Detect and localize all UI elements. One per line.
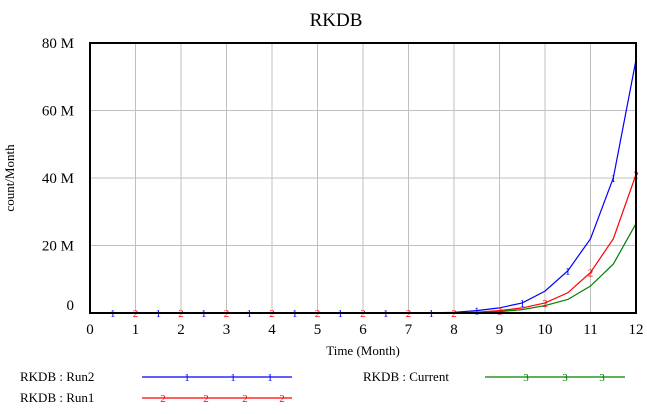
legend-label: RKDB : Current xyxy=(363,369,449,384)
x-tick-label: 2 xyxy=(177,322,185,338)
legend-marker: 2 xyxy=(279,393,285,405)
legend-marker: 1 xyxy=(184,372,190,384)
legend-marker: 3 xyxy=(562,372,568,384)
legend-marker: 2 xyxy=(242,393,248,405)
legend-marker: 1 xyxy=(230,372,236,384)
x-tick-label: 3 xyxy=(223,322,231,338)
legend-marker: 1 xyxy=(267,372,273,384)
legend-item: RKDB : Run2 1 1 1 xyxy=(20,369,292,384)
x-tick-label: 10 xyxy=(538,322,553,338)
x-tick-label: 1 xyxy=(132,322,140,338)
x-tick-label: 12 xyxy=(629,322,644,338)
legend-item: RKDB : Run1 2 2 2 2 xyxy=(20,390,292,405)
legend-marker: 2 xyxy=(203,393,209,405)
series-marker: 1 xyxy=(611,173,617,185)
x-tick-label: 6 xyxy=(359,322,367,338)
y-tick-label: 60 M xyxy=(42,104,74,120)
legend-marker: 2 xyxy=(160,393,166,405)
legend-marker: 3 xyxy=(523,372,529,384)
y-tick-label: 20 M xyxy=(42,239,74,255)
series-marker: 1 xyxy=(520,298,526,310)
x-tick-label: 8 xyxy=(450,322,458,338)
x-tick-label: 9 xyxy=(496,322,504,338)
legend-label: RKDB : Run2 xyxy=(20,369,94,384)
legend-item: RKDB : Current 3 3 3 xyxy=(363,369,625,384)
x-axis-label: Time (Month) xyxy=(326,343,400,358)
chart-title: RKDB xyxy=(310,10,363,31)
y-axis-label: count/Month xyxy=(2,144,17,212)
series-marker: 2 xyxy=(588,268,594,280)
series-marker: 2 xyxy=(542,298,548,310)
legend-marker: 3 xyxy=(599,372,605,384)
y-tick-label: 40 M xyxy=(42,171,74,187)
legend-label: RKDB : Run1 xyxy=(20,390,94,405)
x-tick-label: 11 xyxy=(583,322,597,338)
legend: RKDB : Run2 1 1 1 RKDB : Run1 2 2 2 2 RKDB : Curr… xyxy=(20,369,625,405)
x-tick-label: 7 xyxy=(405,322,413,338)
x-tick-label: 4 xyxy=(268,322,276,338)
plot-frame xyxy=(89,42,637,314)
series-marker: 1 xyxy=(565,266,571,278)
y-tick-label: 80 M xyxy=(42,36,74,52)
y-tick-label: 0 xyxy=(67,298,75,314)
gridlines xyxy=(89,42,637,314)
x-tick-label: 5 xyxy=(314,322,322,338)
x-tick-label: 0 xyxy=(86,322,94,338)
